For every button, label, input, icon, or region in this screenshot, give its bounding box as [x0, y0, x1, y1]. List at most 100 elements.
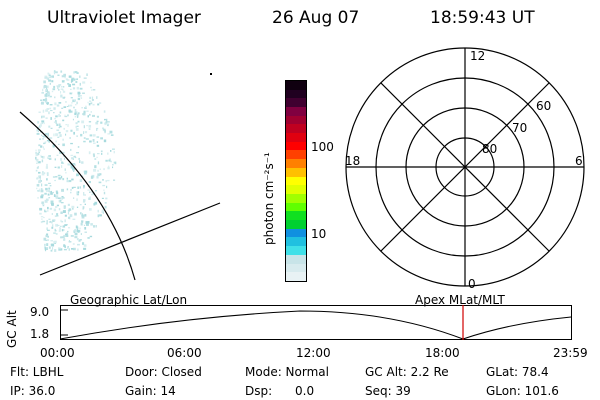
aurora-speckle: [104, 123, 107, 126]
aurora-speckle: [62, 119, 65, 122]
aurora-speckle: [89, 134, 93, 137]
aurora-speckle: [74, 109, 77, 112]
aurora-speckle: [46, 247, 48, 249]
aurora-speckle: [50, 127, 53, 129]
aurora-speckle: [45, 198, 49, 201]
aurora-speckle: [105, 121, 108, 124]
time-tick-2359: 23:59: [553, 346, 588, 360]
aurora-speckle: [62, 89, 64, 91]
aurora-speckle: [76, 152, 79, 154]
aurora-speckle: [73, 99, 76, 102]
aurora-speckle: [44, 94, 48, 97]
aurora-speckle: [68, 84, 71, 87]
aurora-speckle: [81, 213, 83, 216]
aurora-speckle: [48, 125, 51, 128]
aurora-speckle: [88, 124, 92, 128]
aurora-speckle: [110, 134, 114, 136]
aurora-speckle: [50, 220, 52, 223]
aurora-speckle: [81, 214, 84, 217]
aurora-speckle: [49, 137, 53, 139]
aurora-speckle: [91, 89, 93, 91]
color-scale-bar: [285, 80, 307, 282]
colorbar-segment: [286, 220, 306, 229]
aurora-speckle: [73, 247, 76, 251]
aurora-speckle: [47, 229, 50, 231]
aurora-speckle: [55, 71, 58, 74]
aurora-speckle: [89, 102, 93, 105]
aurora-speckle: [46, 220, 48, 223]
aurora-speckle: [109, 130, 113, 134]
aurora-speckle: [75, 122, 78, 125]
aurora-speckle: [112, 166, 114, 169]
aurora-speckle: [72, 243, 75, 245]
info-dsp: Dsp: 0.0: [245, 384, 315, 398]
aurora-speckle: [44, 246, 46, 249]
aurora-speckle: [102, 179, 104, 181]
colorbar-segment: [286, 159, 306, 168]
colorbar-segment: [286, 80, 306, 90]
aurora-speckle: [85, 221, 88, 225]
aurora-speckle: [75, 78, 78, 80]
aurora-speckle: [75, 225, 78, 229]
aurora-speckle: [42, 171, 44, 173]
aurora-speckle: [49, 207, 53, 210]
instrument-title: Ultraviolet Imager: [47, 8, 201, 28]
aurora-speckle: [71, 166, 75, 169]
aurora-speckle: [60, 211, 63, 214]
aurora-speckle: [73, 78, 76, 81]
aurora-speckle: [62, 80, 64, 82]
aurora-speckle: [38, 183, 40, 187]
aurora-speckle: [90, 223, 93, 226]
aurora-speckle: [66, 106, 69, 107]
aurora-speckle: [36, 187, 38, 190]
aurora-speckle: [55, 120, 57, 123]
aurora-speckle: [66, 180, 70, 183]
aurora-speckle: [64, 168, 66, 171]
aurora-speckle: [67, 124, 69, 127]
aurora-speckle: [100, 121, 103, 124]
aurora-speckle: [95, 225, 97, 228]
aurora-speckle: [47, 85, 49, 89]
aurora-speckle: [83, 140, 86, 143]
aurora-speckle: [88, 151, 91, 155]
aurora-speckle: [107, 133, 110, 135]
aurora-speckle: [50, 75, 54, 77]
aurora-speckle: [49, 104, 53, 106]
aurora-speckle: [69, 214, 73, 218]
aurora-speckle: [45, 86, 47, 90]
aurora-speckle: [37, 197, 39, 199]
aurora-speckle: [38, 125, 40, 128]
aurora-speckle: [60, 158, 62, 161]
aurora-speckle: [55, 195, 59, 198]
aurora-speckle: [59, 227, 61, 230]
aurora-speckle: [94, 165, 97, 169]
aurora-speckle: [56, 204, 59, 207]
aurora-speckle: [42, 220, 46, 223]
aurora-speckle: [58, 229, 61, 232]
timeline-right-title: Apex MLat/MLT: [415, 293, 505, 307]
aurora-speckle: [40, 221, 43, 224]
colorbar-segment: [286, 124, 306, 134]
aurora-speckle: [57, 197, 61, 199]
aurora-speckle: [105, 159, 108, 162]
aurora-speckle: [53, 208, 57, 212]
aurora-speckle: [47, 235, 49, 238]
aurora-speckle: [109, 158, 111, 161]
aurora-speckle: [74, 236, 78, 239]
aurora-speckle: [54, 158, 56, 161]
aurora-speckle: [44, 172, 46, 174]
aurora-speckle: [37, 161, 39, 163]
aurora-speckle: [35, 152, 38, 154]
aurora-speckle: [97, 173, 101, 177]
aurora-speckle: [70, 189, 72, 191]
aurora-speckle: [113, 179, 116, 181]
aurora-speckle: [35, 149, 37, 152]
aurora-speckle: [43, 148, 45, 150]
aurora-speckle: [101, 152, 103, 155]
colorbar-unit-label: photon cm⁻²s⁻¹: [262, 152, 276, 245]
aurora-speckle: [83, 199, 86, 202]
timeline-frame: [60, 305, 572, 340]
aurora-speckle: [63, 248, 67, 251]
aurora-speckle: [67, 230, 69, 233]
aurora-speckle: [63, 238, 66, 241]
